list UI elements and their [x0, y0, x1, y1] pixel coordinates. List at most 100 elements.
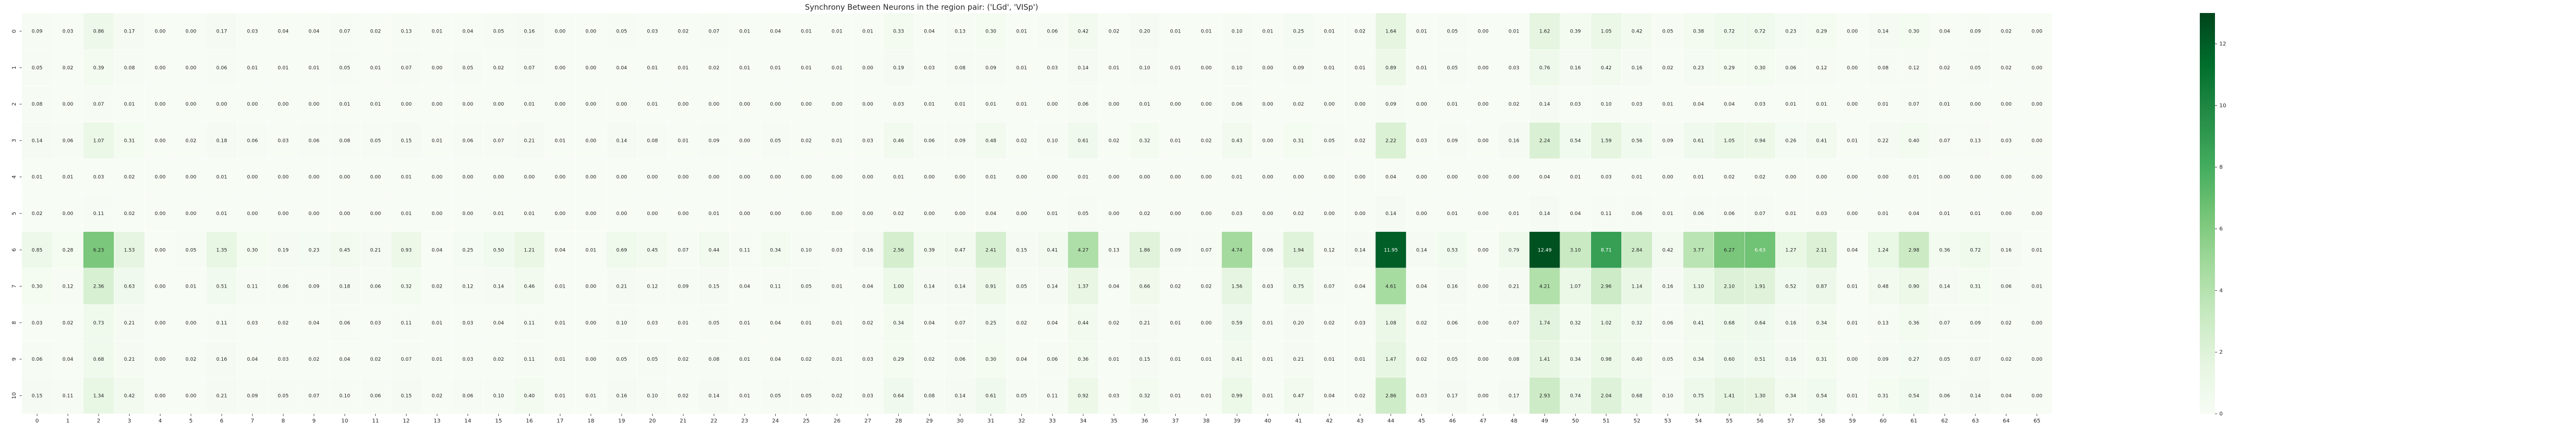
- heatmap-cell: [360, 377, 391, 414]
- cell-value-label: 0.01: [770, 66, 781, 71]
- cell-value-label: 0.02: [832, 393, 842, 399]
- heatmap-cell: [1837, 231, 1868, 269]
- heatmap-cell: [759, 158, 791, 196]
- cell-value-label: 0.09: [1970, 29, 1981, 35]
- cell-value-label: 0.00: [585, 321, 596, 326]
- heatmap-cell: [1406, 158, 1438, 196]
- cell-value-label: 0.02: [1016, 321, 1027, 326]
- heatmap-cell: [483, 231, 514, 269]
- cell-value-label: 0.64: [893, 393, 904, 399]
- cell-value-label: 0.01: [1570, 175, 1581, 180]
- cell-value-label: 0.02: [124, 175, 135, 180]
- cell-value-label: 0.00: [247, 175, 258, 180]
- heatmap-cell: [1590, 341, 1622, 378]
- heatmap-cell: [144, 341, 176, 378]
- cell-value-label: 0.02: [185, 138, 196, 144]
- heatmap-cell: [1867, 268, 1899, 305]
- heatmap-cell: [544, 49, 576, 86]
- cell-value-label: 0.00: [185, 29, 196, 35]
- cell-value-label: 0.00: [2032, 211, 2043, 217]
- heatmap-cell: [1190, 12, 1222, 50]
- heatmap-cell: [1406, 304, 1438, 341]
- heatmap-cell: [1960, 341, 1991, 378]
- heatmap-cell: [2021, 231, 2053, 269]
- cell-value-label: 0.03: [1816, 211, 1827, 217]
- heatmap-cell: [1006, 49, 1038, 86]
- heatmap-cell: [298, 122, 330, 159]
- cell-value-label: 0.30: [1909, 29, 1920, 35]
- cell-value-label: 0.00: [1201, 321, 1212, 326]
- heatmap-cell: [52, 12, 83, 50]
- y-tick-label: 0: [11, 29, 17, 32]
- cell-value-label: 1.05: [1724, 138, 1735, 144]
- heatmap-cell: [267, 49, 299, 86]
- heatmap-cell: [1590, 195, 1622, 232]
- cell-value-label: 0.06: [1047, 29, 1058, 35]
- cell-value-label: 0.01: [247, 66, 258, 71]
- cell-value-label: 0.45: [647, 248, 658, 253]
- cell-value-label: 0.00: [1047, 102, 1058, 107]
- heatmap-cell: [1991, 268, 2022, 305]
- heatmap-cell: [1991, 49, 2022, 86]
- heatmap-cell: [1837, 49, 1868, 86]
- heatmap-cell: [1313, 231, 1345, 269]
- cell-value-label: 0.04: [1909, 211, 1920, 217]
- heatmap-cell: [1744, 377, 1776, 414]
- cell-value-label: 0.30: [1755, 66, 1766, 71]
- cell-value-label: 0.33: [893, 29, 904, 35]
- heatmap-cell: [1929, 122, 1960, 159]
- heatmap-cell: [513, 12, 545, 50]
- heatmap-cell: [1067, 195, 1099, 232]
- cell-value-label: 0.03: [1509, 66, 1519, 71]
- cell-value-label: 0.02: [678, 393, 688, 399]
- cell-value-label: 0.30: [986, 29, 996, 35]
- heatmap-cell: [1467, 268, 1499, 305]
- cell-value-label: 0.00: [524, 175, 534, 180]
- heatmap-cell: [114, 12, 145, 50]
- cell-value-label: 0.72: [1755, 29, 1766, 35]
- x-tick-label: 14: [465, 418, 472, 424]
- heatmap-cell: [1160, 231, 1192, 269]
- cell-value-label: 0.03: [1109, 393, 1119, 399]
- heatmap-cell: [1806, 158, 1837, 196]
- cell-value-label: 0.02: [432, 393, 442, 399]
- cell-value-label: 0.01: [739, 357, 750, 362]
- heatmap-cell: [852, 12, 884, 50]
- cell-value-label: 0.00: [709, 102, 719, 107]
- heatmap-cell: [1036, 231, 1068, 269]
- heatmap-cell: [821, 377, 853, 414]
- cell-value-label: 0.01: [1970, 211, 1981, 217]
- cell-value-label: 0.01: [432, 357, 442, 362]
- cell-value-label: 0.06: [462, 393, 473, 399]
- heatmap-cell: [606, 158, 637, 196]
- cell-value-label: 0.30: [31, 284, 42, 290]
- cell-value-label: 0.32: [1632, 321, 1643, 326]
- cell-value-label: 0.01: [832, 29, 842, 35]
- cell-value-label: 2.36: [93, 284, 104, 290]
- heatmap-cell: [1190, 158, 1222, 196]
- heatmap-cell: [21, 122, 53, 159]
- heatmap-cell: [1929, 231, 1960, 269]
- cell-value-label: 0.01: [1878, 211, 1889, 217]
- cell-value-label: 0.00: [432, 175, 442, 180]
- heatmap-cell: [1467, 341, 1499, 378]
- cell-value-label: 0.00: [585, 138, 596, 144]
- heatmap-cell: [83, 49, 114, 86]
- cell-value-label: 0.01: [216, 175, 227, 180]
- x-tick-label: 9: [312, 418, 315, 424]
- cell-value-label: 0.07: [1970, 357, 1981, 362]
- heatmap-cell: [175, 49, 207, 86]
- heatmap-cell: [1775, 268, 1807, 305]
- cell-value-label: 1.34: [93, 393, 104, 399]
- cell-value-label: 0.01: [555, 321, 565, 326]
- cell-value-label: 0.08: [31, 102, 42, 107]
- cell-value-label: 0.00: [1478, 248, 1489, 253]
- cell-value-label: 0.29: [893, 357, 904, 362]
- cell-value-label: 0.04: [308, 321, 319, 326]
- heatmap-cell: [483, 341, 514, 378]
- cell-value-label: 0.03: [370, 321, 381, 326]
- cell-value-label: 0.01: [1109, 66, 1119, 71]
- heatmap-cell: [1560, 158, 1591, 196]
- heatmap-cell: [1806, 195, 1837, 232]
- cell-value-label: 0.00: [616, 211, 627, 217]
